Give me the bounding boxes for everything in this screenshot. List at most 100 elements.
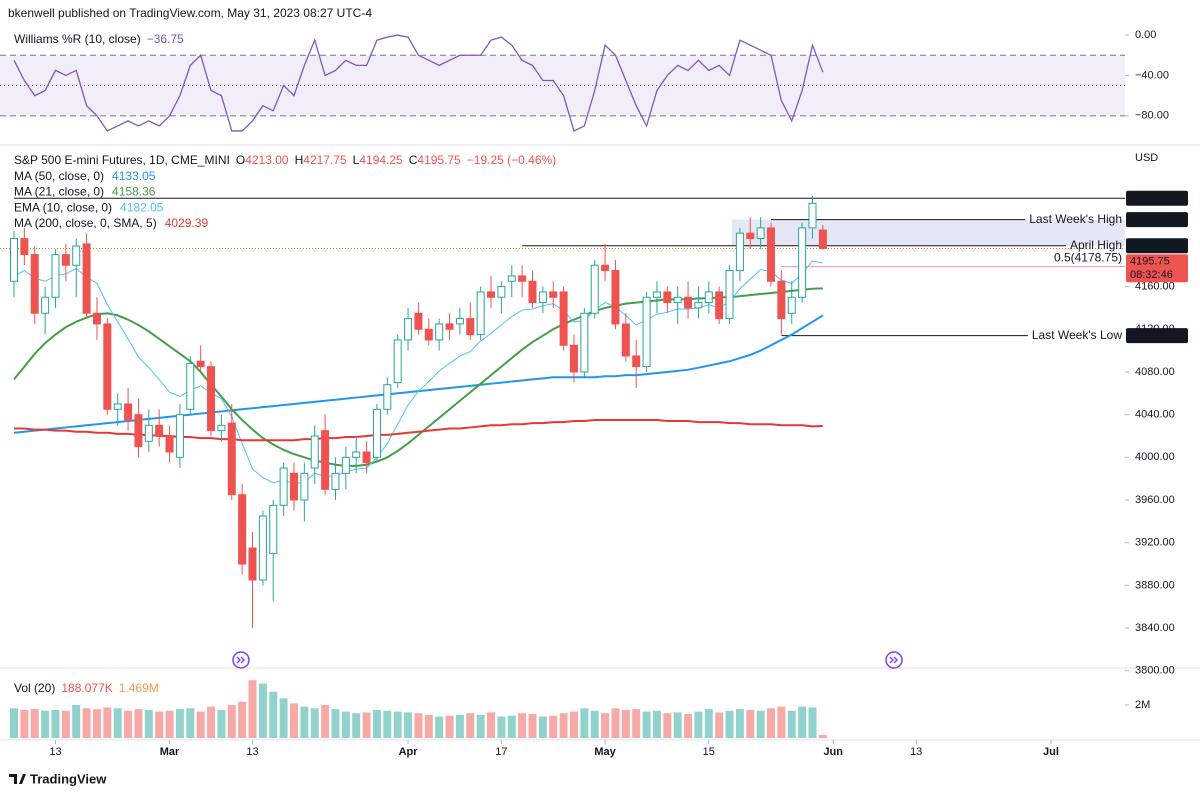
volume-bar (196, 711, 205, 738)
candle (321, 414, 330, 495)
candle-body (767, 227, 776, 282)
volume-bar (352, 713, 361, 738)
candle (103, 318, 112, 415)
candle (331, 457, 340, 500)
candle (175, 403, 184, 468)
candle-body (559, 291, 568, 346)
candle (51, 249, 60, 308)
candle-body (289, 472, 298, 501)
candle-body (715, 291, 724, 320)
event-icon[interactable] (885, 651, 903, 669)
candle-body (341, 456, 350, 474)
event-icon[interactable] (232, 651, 250, 669)
candle (611, 259, 620, 330)
candle (92, 297, 101, 340)
candle-body (207, 366, 216, 432)
candle-body (82, 243, 91, 314)
candle (196, 345, 205, 372)
volume-bar (580, 708, 589, 738)
volume-bar (735, 709, 744, 738)
volume-bar (725, 710, 734, 738)
candle (735, 227, 744, 282)
volume-bar (321, 704, 330, 738)
candle (549, 281, 558, 308)
price-box (1126, 328, 1188, 344)
y-tick-label: 4160.00 (1135, 280, 1175, 292)
volume-bar (61, 710, 70, 738)
candle (404, 307, 413, 351)
candle-body (487, 291, 496, 298)
candle-body (61, 254, 70, 266)
volume-bar (466, 713, 475, 738)
volume-bar (818, 734, 827, 738)
volume-bar (279, 698, 288, 738)
ohlc-value: 4217.75 (303, 153, 347, 167)
candle-body (362, 451, 371, 464)
price-box-label: 4242.75 (1130, 192, 1170, 204)
candle-body (227, 422, 236, 496)
candle-body (518, 275, 527, 282)
candle-body (41, 296, 50, 314)
candle-body (725, 270, 734, 320)
candle (362, 441, 371, 474)
ma-name: MA (50, close, 0) (14, 169, 104, 183)
candle-body (279, 467, 288, 506)
candle-body (404, 318, 413, 341)
y-tick-label: 4040.00 (1135, 409, 1175, 421)
candle-body (113, 403, 122, 410)
candle-body (383, 384, 392, 410)
candle (289, 462, 298, 511)
candle (248, 532, 257, 629)
candle-body (372, 408, 381, 458)
event-circle[interactable] (885, 651, 903, 669)
candle (818, 224, 827, 251)
candle (414, 302, 423, 335)
symbol-title: S&P 500 E-mini Futures, 1D, CME_MINI (14, 153, 230, 167)
indicator-value: −36.75 (147, 32, 184, 46)
ohlc-key: C (409, 153, 418, 167)
price-box (1126, 254, 1188, 283)
candle-body (818, 229, 827, 249)
candle-body (321, 430, 330, 490)
volume-bar (175, 709, 184, 738)
volume-bar (217, 709, 226, 738)
candle-body (51, 254, 60, 298)
candle (694, 286, 703, 319)
candle (787, 281, 796, 324)
candle-body (466, 318, 475, 336)
candle-body (569, 344, 578, 373)
volume-bar (414, 713, 423, 738)
candle-body (72, 245, 81, 266)
event-circle[interactable] (232, 651, 250, 669)
volume-bar (455, 714, 464, 738)
candle (435, 318, 444, 351)
y-tick-label: −80.00 (1135, 110, 1169, 122)
volume-bar (694, 711, 703, 738)
price-box (1126, 212, 1188, 228)
volume-bar (746, 709, 755, 738)
candle-body (238, 494, 247, 565)
candle (777, 270, 786, 335)
candle (383, 377, 392, 415)
price-legend: S&P 500 E-mini Futures, 1D, CME_MINI O421… (14, 153, 556, 167)
volume-bar (808, 707, 817, 738)
volume-bar (528, 714, 537, 738)
candle-body (144, 424, 153, 442)
y-tick-label: 3800.00 (1135, 665, 1175, 677)
logo-shape (9, 774, 26, 784)
volume-bar (538, 716, 547, 738)
volume-legend: Vol (20) 188.077K 1.469M (14, 681, 159, 695)
volume-bar (393, 711, 402, 738)
volume-bar (476, 714, 485, 738)
candle-body (507, 275, 516, 282)
logo-text: TradingView (30, 771, 107, 786)
volume-bar (134, 709, 143, 738)
candle-body (393, 339, 402, 384)
candle (455, 307, 464, 335)
candle (590, 259, 599, 319)
volume-bar (124, 710, 133, 738)
candle (393, 334, 402, 388)
candle (238, 483, 247, 575)
x-tick-label: 13 (910, 746, 922, 758)
candle-body (258, 515, 267, 581)
